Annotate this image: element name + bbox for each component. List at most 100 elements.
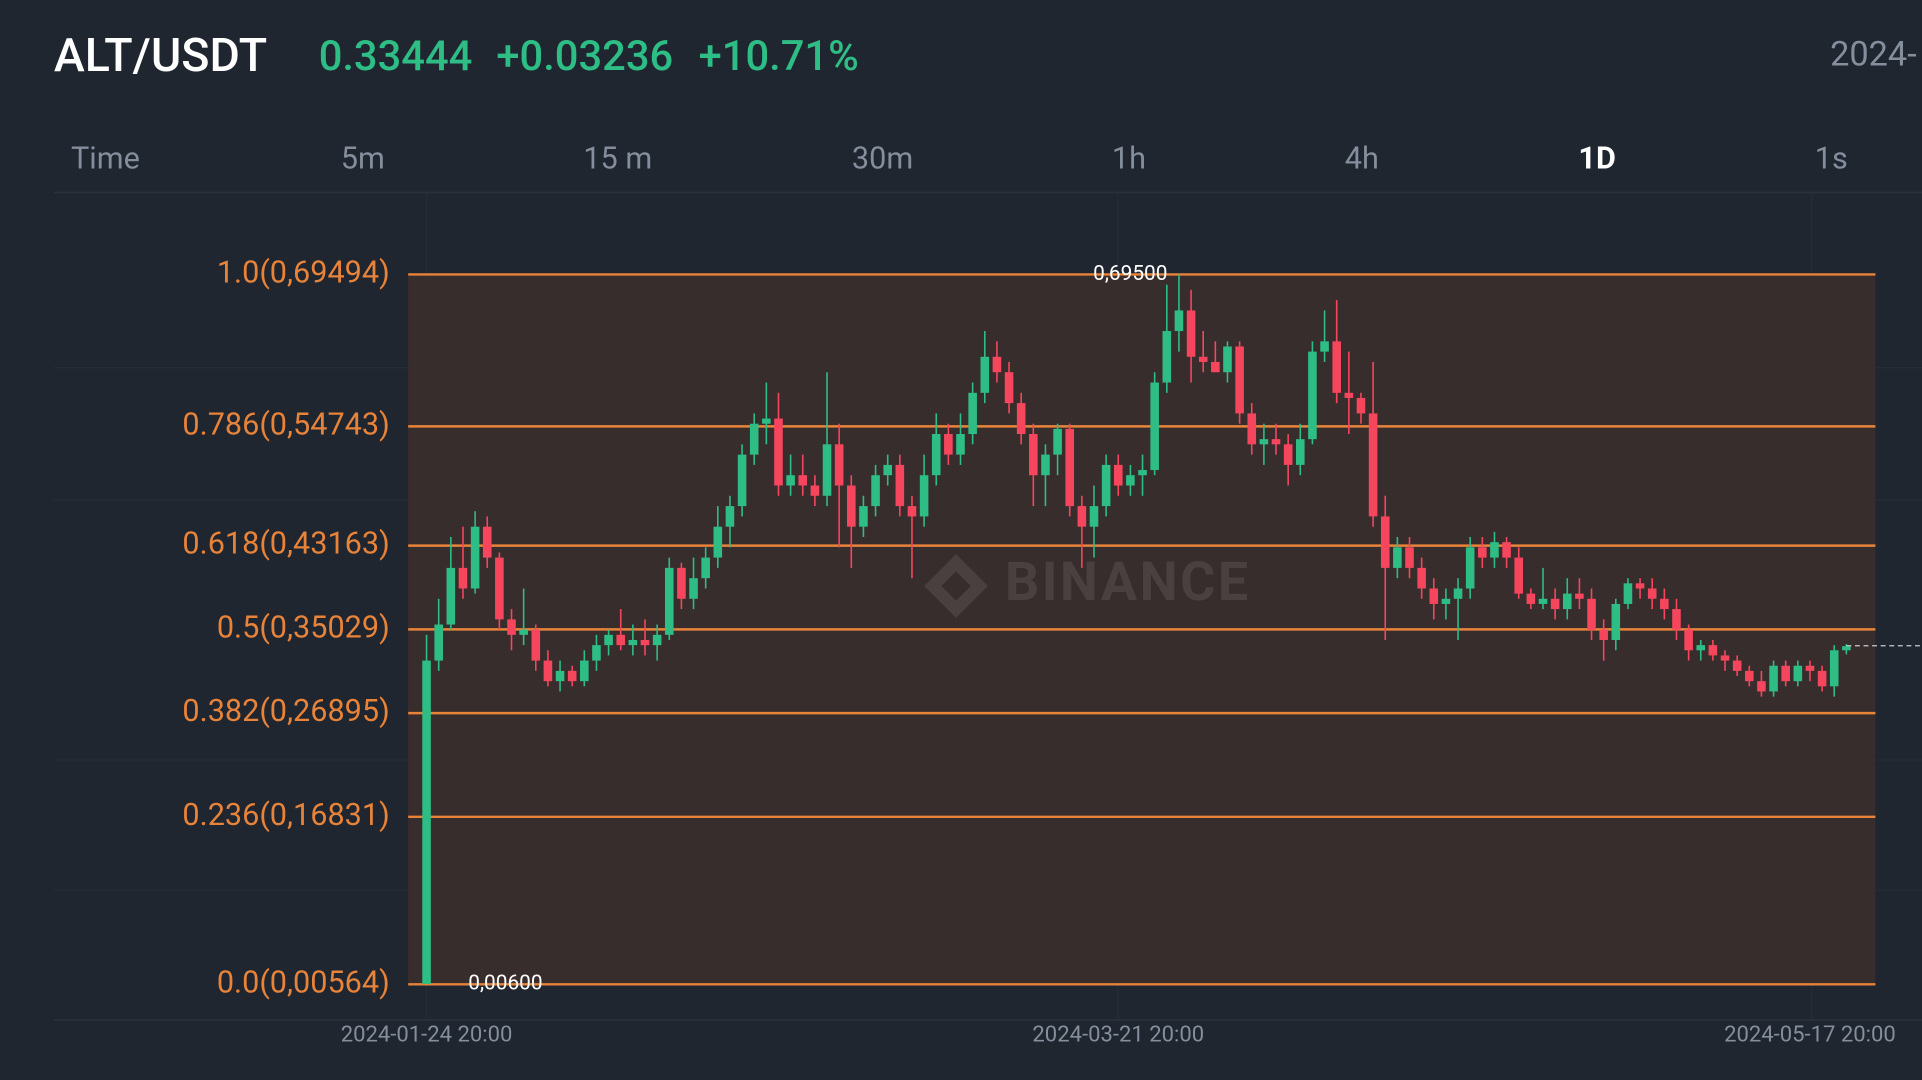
x-tick-label: 2024-01-24 20:00	[341, 1023, 513, 1048]
candle-body	[1089, 506, 1099, 527]
candle-body	[1053, 428, 1062, 455]
tab[interactable]: 30m	[852, 142, 913, 177]
fib-label: 0.786(0,54743)	[182, 407, 389, 442]
candle-body	[1417, 567, 1426, 589]
candle-body	[883, 464, 892, 476]
candle-body	[555, 670, 565, 682]
fib-label: 1.0(0,69494)	[217, 256, 390, 291]
candle-body	[1211, 361, 1220, 373]
tab[interactable]: Time	[71, 142, 140, 177]
candle-body	[1720, 655, 1730, 661]
candle-body	[980, 356, 990, 393]
candle-body	[616, 634, 626, 646]
candle-body	[1198, 356, 1208, 362]
tab[interactable]: 15 m	[583, 142, 652, 177]
candle-body	[1793, 665, 1803, 682]
candle-body	[1490, 542, 1499, 558]
candle-body	[1611, 603, 1621, 640]
candle-body	[1635, 583, 1645, 589]
candle-body	[1453, 588, 1463, 599]
candle-body	[1575, 593, 1584, 599]
candle-body	[652, 634, 662, 646]
candle-body	[689, 578, 698, 599]
candle-body	[762, 418, 771, 424]
candle-body	[1283, 444, 1293, 465]
candle-body	[1004, 372, 1014, 404]
candle-body	[1769, 665, 1778, 692]
candle-body	[1672, 609, 1681, 630]
candle-body	[1332, 341, 1341, 393]
candle-body	[1271, 439, 1281, 445]
candle-body	[1016, 403, 1026, 435]
candle-body	[1029, 434, 1038, 476]
candle-body	[1150, 382, 1159, 471]
candle-body	[422, 660, 431, 984]
candle-body	[1514, 557, 1524, 594]
candle-body	[1441, 598, 1451, 604]
candle-body	[1599, 629, 1608, 640]
candle-body	[1380, 516, 1390, 568]
date: 2024-	[1830, 34, 1917, 74]
candle-body	[1065, 428, 1075, 507]
candle-body	[507, 619, 516, 635]
candle-body	[1296, 439, 1305, 465]
candle-body	[1842, 646, 1851, 651]
tab[interactable]: 1D	[1578, 142, 1615, 177]
candle-body	[968, 392, 977, 435]
candle-body	[847, 485, 856, 527]
candle-body	[749, 423, 759, 455]
candle-body	[592, 645, 601, 661]
annotation: 0,69500	[1093, 262, 1167, 286]
candle-body	[907, 506, 917, 517]
candle-body	[1696, 645, 1706, 651]
candle-body	[1623, 583, 1633, 604]
tab[interactable]: 4h	[1345, 142, 1379, 177]
candle-body	[822, 444, 832, 496]
watermark: BINANCE	[1005, 551, 1251, 614]
candle-body	[1562, 593, 1572, 610]
candle-body	[1708, 645, 1718, 656]
candle-body	[931, 434, 941, 476]
candle-body	[786, 475, 795, 486]
candle-body	[1405, 547, 1414, 568]
watermark-logo	[924, 554, 988, 618]
candle-body	[1126, 475, 1135, 486]
fib-label: 0.5(0,35029)	[217, 610, 390, 645]
candle-body	[859, 506, 868, 527]
candle-body	[798, 475, 808, 486]
candle-body	[1101, 464, 1111, 507]
change-pct: +10.71%	[699, 32, 859, 81]
fib-label: 0.0(0,00564)	[217, 965, 390, 1000]
candle-body	[871, 475, 880, 507]
change: +0.03236	[496, 32, 673, 81]
fib-label: 0.618(0,43163)	[182, 527, 389, 562]
candle-body	[725, 506, 735, 527]
candle-body	[1502, 542, 1511, 558]
candle-body	[919, 475, 929, 517]
candle-body	[1550, 598, 1560, 610]
candle-body	[1162, 331, 1172, 383]
fib-label: 0.236(0,16831)	[182, 798, 389, 833]
tab[interactable]: 1h	[1112, 142, 1146, 177]
candle-body	[543, 660, 553, 682]
tab[interactable]: 1s	[1815, 142, 1848, 177]
candle-body	[1344, 392, 1354, 398]
candle-body	[737, 454, 747, 507]
candle-body	[1757, 681, 1766, 692]
tabs: Time 5m 15 m 30m 1h 4h 1D 1s	[71, 142, 1848, 177]
candle-body	[701, 557, 710, 579]
candle-body	[470, 526, 480, 589]
candle-body	[519, 629, 528, 635]
candle-body	[1320, 341, 1329, 352]
candle-body	[640, 639, 650, 646]
x-tick-label: 2024-03-21 20:00	[1032, 1023, 1204, 1048]
candle-body	[1684, 629, 1693, 651]
candle-body	[604, 634, 613, 646]
pair: ALT/USDT	[54, 29, 267, 83]
candle-body	[1077, 506, 1087, 527]
tab[interactable]: 5m	[341, 142, 385, 177]
candle-body	[434, 624, 443, 661]
candle-body	[1538, 598, 1548, 604]
price: 0.33444	[319, 32, 473, 81]
